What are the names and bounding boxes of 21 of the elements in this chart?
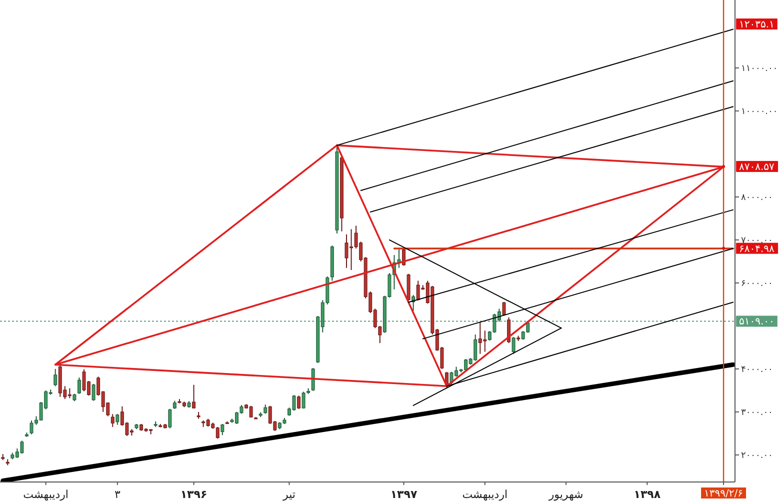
y-tick-label: ۷۰۰۰.۰۰ bbox=[741, 236, 773, 246]
x-tick-label: تیر bbox=[282, 488, 296, 501]
ref-line-label: ۵۱۰۹.۰۰ bbox=[739, 316, 774, 328]
x-tick-label: ۱۳۹۸ bbox=[634, 488, 661, 501]
x-tick-label: ۳ bbox=[114, 488, 120, 501]
y-tick-label: ۴۰۰۰.۰۰ bbox=[741, 364, 773, 375]
annotation: ۶۸۰۴.۹۸ bbox=[739, 244, 776, 255]
y-tick-label: ۱۰۰۰۰.۰۰ bbox=[741, 106, 778, 117]
y-tick-label: ۱۱۰۰۰.۰۰ bbox=[741, 64, 778, 74]
x-tick-label: ۱۳۹۶ bbox=[180, 488, 208, 501]
x-tick-label: شهریور bbox=[548, 488, 584, 501]
x-tick-label: اردیبهشت bbox=[462, 488, 508, 501]
x-tick-label: ۱۳۹۷ bbox=[390, 488, 418, 501]
y-tick-label: ۶۰۰۰.۰۰ bbox=[741, 278, 773, 289]
annotation: ۸۷۰۸.۵۷ bbox=[739, 162, 776, 173]
x-tick-label: اردیبهشت bbox=[23, 488, 68, 501]
text: ۱۲۰۳۵.۱ bbox=[739, 20, 774, 30]
y-tick-label: ۳۰۰۰.۰۰ bbox=[741, 408, 773, 418]
y-tick-label: ۲۰۰۰.۰۰ bbox=[741, 450, 773, 461]
y-tick-label: ۸۰۰۰.۰۰ bbox=[741, 192, 773, 203]
x-tick-label: ۱۳۹۹/۲/۶ bbox=[704, 488, 744, 500]
